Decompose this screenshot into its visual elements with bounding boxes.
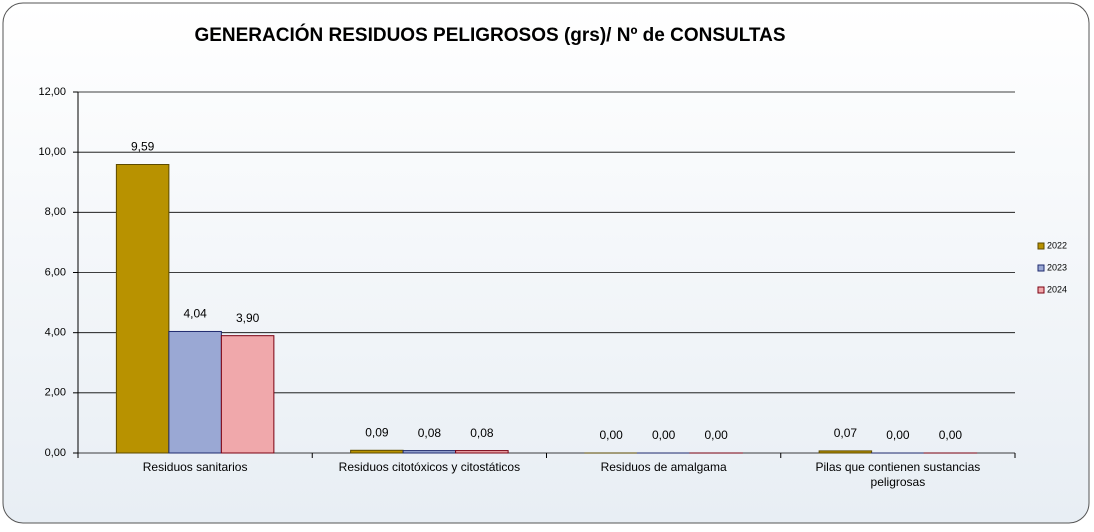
data-label: 4,04 bbox=[183, 307, 207, 321]
legend-label: 2023 bbox=[1047, 262, 1067, 272]
data-label: 0,00 bbox=[599, 428, 623, 442]
data-label: 0,00 bbox=[886, 428, 910, 442]
legend-label: 2022 bbox=[1047, 240, 1067, 250]
x-tick-label: Residuos citotóxicos y citostáticos bbox=[318, 460, 540, 475]
legend-swatch bbox=[1038, 265, 1044, 271]
data-label: 0,08 bbox=[470, 426, 494, 440]
legend-swatch bbox=[1038, 287, 1044, 293]
bar bbox=[221, 336, 274, 453]
y-tick-label: 6,00 bbox=[45, 266, 66, 278]
bar bbox=[169, 331, 222, 453]
data-label: 3,90 bbox=[236, 311, 260, 325]
data-label: 0,00 bbox=[652, 428, 676, 442]
y-tick-label: 2,00 bbox=[45, 387, 66, 399]
data-label: 9,59 bbox=[131, 140, 155, 154]
legend-label: 2024 bbox=[1047, 284, 1067, 294]
data-label: 0,00 bbox=[939, 428, 963, 442]
y-tick-label: 8,00 bbox=[45, 206, 66, 218]
data-label: 0,00 bbox=[704, 428, 728, 442]
x-tick-label: Residuos sanitarios bbox=[84, 460, 306, 475]
y-tick-label: 4,00 bbox=[45, 327, 66, 339]
y-tick-label: 0,00 bbox=[45, 447, 66, 459]
bar bbox=[116, 165, 169, 453]
bar bbox=[819, 451, 872, 453]
bar bbox=[456, 451, 509, 453]
data-label: 0,07 bbox=[834, 426, 858, 440]
x-tick-label: Residuos de amalgama bbox=[553, 460, 775, 475]
bar bbox=[351, 450, 404, 453]
bar bbox=[403, 451, 456, 453]
x-tick-label: Pilas que contienen sustancias peligrosa… bbox=[787, 460, 1009, 490]
data-label: 0,08 bbox=[418, 426, 442, 440]
y-tick-label: 10,00 bbox=[38, 146, 66, 158]
legend-swatch bbox=[1038, 243, 1044, 249]
data-label: 0,09 bbox=[365, 425, 389, 439]
y-tick-label: 12,00 bbox=[38, 86, 66, 98]
chart-title: GENERACIÓN RESIDUOS PELIGROSOS (grs)/ Nº… bbox=[194, 24, 785, 46]
